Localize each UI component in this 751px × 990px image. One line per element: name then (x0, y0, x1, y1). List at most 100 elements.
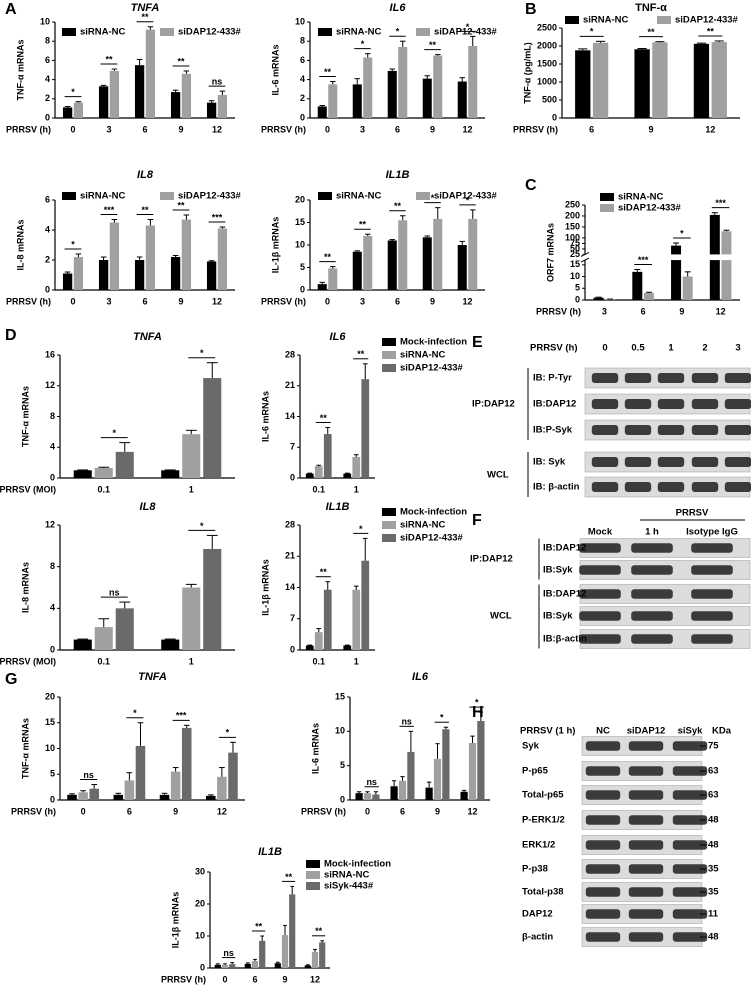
bar (390, 786, 398, 800)
significance-label: ** (707, 26, 715, 36)
legend-label: siRNA-NC (400, 350, 446, 361)
panel-letter: C (525, 177, 537, 194)
x-tick-label: 0.1 (312, 484, 325, 494)
bar (468, 46, 478, 118)
y-tick-label: 6 (45, 194, 50, 204)
blot-band (691, 589, 733, 599)
blot-band (591, 373, 619, 383)
bar (94, 468, 113, 478)
legend-swatch (657, 16, 671, 24)
blot-band (672, 741, 708, 751)
blot-band (624, 425, 652, 435)
y-axis-label: TNF-α mRNAs (15, 39, 25, 100)
bar (109, 70, 120, 118)
x-tick-label: 9 (173, 806, 178, 816)
y-axis-label: IL-6 mRNAs (260, 391, 270, 442)
significance-label: ns (223, 948, 234, 958)
blot-band (691, 399, 719, 409)
x-axis-label: PRRSV (h) (6, 124, 51, 134)
legend-label: siDAP12-433# (400, 363, 464, 374)
bar (671, 245, 682, 300)
legend-swatch (318, 28, 332, 36)
bar (281, 935, 289, 968)
panel-letter: G (5, 671, 17, 688)
y-axis-label: TNF-α mRNAs (20, 718, 30, 779)
legend-swatch (382, 534, 396, 542)
unit-label: KDa (712, 726, 732, 737)
legend-label: siDAP12-433# (434, 27, 498, 38)
y-tick-label: 12 (45, 519, 55, 529)
y-tick-label: 10 (570, 271, 580, 281)
blot-header: PRRSV (1 h) (520, 726, 575, 737)
bar (328, 268, 338, 290)
y-tick-label: 15 (335, 691, 345, 701)
legend-swatch (600, 193, 614, 201)
bar (206, 261, 217, 290)
x-tick-label: 0 (81, 806, 86, 816)
x-tick-label: 12 (467, 806, 477, 816)
blot-band (579, 565, 621, 575)
x-tick-label: 1 (189, 656, 194, 666)
bar (372, 794, 380, 800)
bar (170, 92, 181, 118)
blot-band (672, 790, 708, 800)
bar (98, 86, 109, 118)
row-label: IB:Syk (543, 565, 573, 576)
bar (98, 260, 109, 290)
row-label: IB:DAP12 (543, 589, 586, 600)
blot-band (691, 457, 719, 467)
blot-band (631, 565, 673, 575)
row-label: IB:DAP12 (543, 543, 586, 554)
chart-title: IL6 (330, 331, 347, 343)
legend-label: siRNA-NC (618, 192, 664, 203)
chart-title: IL1B (258, 846, 282, 858)
legend-swatch (62, 28, 76, 36)
bar (387, 70, 397, 118)
x-axis-label: PRRSV (MOI) (0, 656, 56, 666)
significance-label: ** (394, 201, 402, 211)
significance-label: * (361, 39, 365, 49)
blot-header: PRRSV (h) (530, 343, 578, 354)
x-tick-label: 3 (360, 296, 365, 306)
y-tick-label: 1500 (537, 58, 557, 68)
group-label: IP:DAP12 (472, 399, 515, 410)
significance-label: ** (177, 200, 185, 210)
bar (425, 787, 433, 800)
y-tick-label: 6 (45, 55, 50, 65)
legend-label: siRNA-NC (400, 520, 446, 531)
significance-label: ** (320, 413, 328, 423)
bar (693, 43, 710, 119)
bar (457, 245, 467, 290)
bar (134, 65, 145, 118)
bar (460, 791, 468, 800)
bar (682, 276, 693, 300)
legend-swatch (318, 192, 332, 200)
blot-band (724, 373, 751, 383)
y-tick-label: 20 (295, 194, 305, 204)
panel-letter: E (472, 334, 483, 351)
bar (314, 632, 323, 650)
y-tick-label: 0 (200, 962, 205, 972)
break-mark (580, 257, 590, 263)
blot-band (724, 399, 751, 409)
bar (422, 237, 432, 290)
lane-label: 1 h (645, 527, 659, 538)
blot-band (657, 373, 685, 383)
bar (361, 560, 370, 650)
bar (228, 752, 238, 800)
y-tick-label: 10 (195, 930, 205, 940)
legend-swatch (600, 204, 614, 212)
x-tick-label: 12 (705, 124, 715, 134)
row-label: P-ERK1/2 (522, 815, 565, 826)
y-tick-label: 0 (552, 112, 557, 122)
bar (343, 473, 352, 478)
blot-band (657, 399, 685, 409)
y-tick-label: 10 (295, 16, 305, 26)
bar (115, 451, 134, 478)
group-label: IP:DAP12 (470, 554, 513, 565)
bar (593, 297, 604, 300)
significance-label: * (133, 708, 137, 718)
significance-label: ns (109, 587, 120, 597)
bar (203, 378, 222, 478)
significance-label: * (590, 27, 594, 37)
